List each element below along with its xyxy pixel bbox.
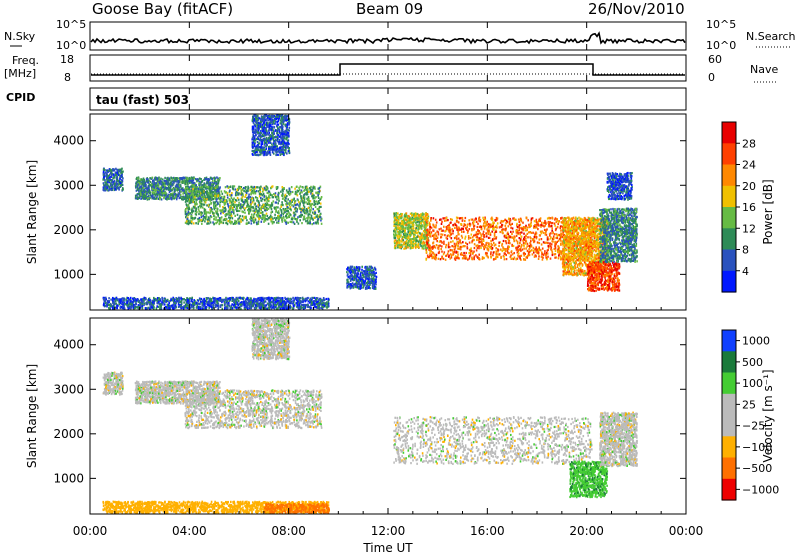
velocity-colorbar-tick-label: 1000 <box>742 335 770 348</box>
power-region-1 <box>102 167 124 192</box>
power-region-3 <box>184 185 323 226</box>
colorbar-segment <box>722 228 736 251</box>
colorbar-segment <box>722 351 736 374</box>
power-region-10 <box>599 207 638 264</box>
nsearch-tick-top: 10^5 <box>706 18 736 31</box>
y-tick-label: 3000 <box>53 178 84 192</box>
power-colorbar-tick-label: 8 <box>742 244 749 257</box>
power-colorbar-label: Power [dB] <box>761 179 775 244</box>
power-colorbar-tick-label: 28 <box>742 137 756 150</box>
colorbar-segment <box>722 207 736 229</box>
colorbar-segment <box>722 330 736 352</box>
colorbar-segment <box>722 122 736 144</box>
power-region-0 <box>102 296 330 310</box>
y-tick-label: 1000 <box>53 471 84 485</box>
freq-tick-bottom: 8 <box>64 71 71 84</box>
colorbar-segment <box>722 185 736 208</box>
colorbar-frame <box>721 329 737 501</box>
nave-label: Nave <box>750 63 778 76</box>
freq-tick-top: 18 <box>60 53 74 66</box>
velocity-colorbar-tick-label: 100 <box>742 377 763 390</box>
x-tick-label: 08:00 <box>271 524 306 538</box>
power-region-4 <box>251 114 291 157</box>
velocity-region-7 <box>569 460 609 499</box>
beam-title: Beam 09 <box>356 0 423 18</box>
velocity-colorbar-label: Velocity [m s⁻¹] <box>761 369 775 462</box>
freq-label: Freq. <box>12 54 39 67</box>
colorbar-segment <box>722 164 736 187</box>
nsky-tick-top: 10^5 <box>56 18 86 31</box>
x-tick-label: 12:00 <box>371 524 406 538</box>
velocity-region-8 <box>599 411 638 468</box>
station-title: Goose Bay (fitACF) <box>92 0 233 18</box>
power-colorbar-tick-label: 16 <box>742 201 756 214</box>
power-region-6 <box>393 212 430 250</box>
x-tick-label: 00:00 <box>669 524 704 538</box>
cpid-value: tau (fast) 503 <box>96 93 189 107</box>
power-colorbar: 4 8 12 16 20 24 28 <box>721 121 756 293</box>
date-title: 26/Nov/2010 <box>588 0 685 18</box>
power-colorbar-tick-label: 20 <box>742 180 756 193</box>
colorbar-segment <box>722 393 736 416</box>
axes-group: 00:00 04:00 08:00 12:00 16:00 20:00 00:00 1000 2… <box>53 22 703 538</box>
colorbar-segment <box>722 249 736 272</box>
nsky-label: N.Sky <box>4 30 36 43</box>
velocity-region-4 <box>184 389 323 430</box>
x-tick-label: 20:00 <box>569 524 604 538</box>
velocity-colorbar: 1000 500 100 25 −25 −100 −500 −1000 <box>721 329 779 501</box>
y-tick-label: 2000 <box>53 223 84 237</box>
nsky-tick-bottom: 10^0 <box>56 39 86 52</box>
x-tick-label: 16:00 <box>470 524 505 538</box>
velocity-colorbar-tick-label: 500 <box>742 356 763 369</box>
velocity-colorbar-tick-label: −100 <box>742 441 772 454</box>
power-region-9 <box>586 261 621 293</box>
nsearch-label: N.Search <box>746 30 796 43</box>
power-colorbar-tick-label: 12 <box>742 222 756 235</box>
colorbar-segment <box>722 270 736 293</box>
nave-tick-bottom: 0 <box>708 71 715 84</box>
velocity-colorbar-tick-label: 25 <box>742 398 756 411</box>
y-tick-label: 2000 <box>53 427 84 441</box>
time-xlabel: Time UT <box>362 541 413 554</box>
colorbar-segment <box>722 457 736 480</box>
velocity-colorbar-tick-label: −1000 <box>742 483 779 496</box>
power-region-11 <box>606 171 633 201</box>
power-colorbar-tick-label: 4 <box>742 265 749 278</box>
cpid-label: CPID <box>6 91 35 104</box>
nsearch-tick-bottom: 10^0 <box>706 39 736 52</box>
y-tick-label: 3000 <box>53 382 84 396</box>
velocity-panel <box>102 318 638 514</box>
velocity-region-6 <box>393 416 593 465</box>
colorbar-segment <box>722 143 736 166</box>
y-tick-label: 1000 <box>53 267 84 281</box>
colorbar-segment <box>722 415 736 437</box>
freq-unit-label: [MHz] <box>4 67 36 80</box>
velocity-region-5 <box>251 318 291 361</box>
colorbar-segment <box>722 436 736 459</box>
nave-tick-top: 60 <box>708 53 722 66</box>
nsky-series-line <box>90 31 686 45</box>
colorbar-segment <box>722 372 736 395</box>
velocity-ylabel: Slant Range [km] <box>25 364 39 468</box>
velocity-colorbar-tick-label: −25 <box>742 420 765 433</box>
power-panel <box>102 114 638 310</box>
velocity-region-1 <box>263 503 330 514</box>
freq-series-line <box>91 63 685 76</box>
y-tick-label: 4000 <box>53 134 84 148</box>
x-tick-label: 00:00 <box>73 524 108 538</box>
power-region-5 <box>346 265 378 290</box>
power-ylabel: Slant Range [km] <box>25 160 39 264</box>
colorbar-segment <box>722 478 736 501</box>
y-tick-label: 4000 <box>53 338 84 352</box>
velocity-region-2 <box>102 371 124 396</box>
power-colorbar-tick-label: 24 <box>742 159 756 172</box>
x-tick-label: 04:00 <box>172 524 207 538</box>
velocity-colorbar-tick-label: −500 <box>742 462 772 475</box>
